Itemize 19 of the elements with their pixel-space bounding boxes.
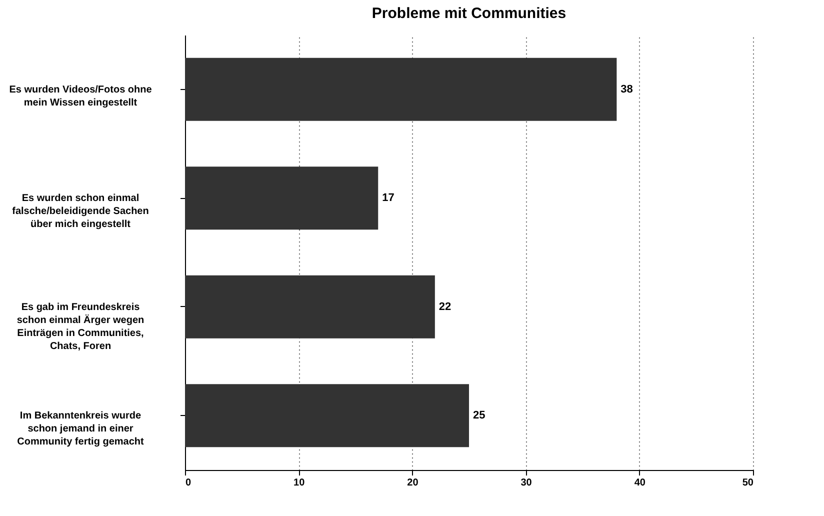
bar bbox=[185, 275, 435, 338]
bar bbox=[185, 58, 617, 121]
data-label: 25 bbox=[473, 410, 486, 422]
x-tick-label: 40 bbox=[634, 478, 646, 488]
y-tick-label: Es gab im Freundeskreis schon einmal Ärger wegen Einträgen in Communities, Chats, Foren bbox=[16, 302, 144, 352]
y-tick-label: Im Bekanntenkreis wurde schon jemand in einer Community fertig gemacht bbox=[17, 410, 145, 448]
y-tick-label: Es wurden Videos/Fotos ohne mein Wissen eingestellt bbox=[9, 84, 152, 108]
x-tick-label: 10 bbox=[294, 478, 306, 488]
bar bbox=[185, 384, 469, 448]
y-tick-label: Es wurden schon einmal falsche/beleidigende Sachen über mich eingestellt bbox=[12, 193, 149, 230]
data-label: 38 bbox=[620, 83, 633, 96]
data-label: 17 bbox=[382, 192, 394, 204]
x-tick-label: 0 bbox=[186, 478, 192, 488]
x-tick-label: 20 bbox=[407, 478, 419, 488]
x-tick-label: 30 bbox=[520, 478, 532, 488]
chart-title: Probleme mit Communities bbox=[372, 5, 566, 22]
x-tick-label: 50 bbox=[742, 478, 754, 488]
data-label: 22 bbox=[438, 300, 452, 313]
bar bbox=[185, 166, 378, 230]
